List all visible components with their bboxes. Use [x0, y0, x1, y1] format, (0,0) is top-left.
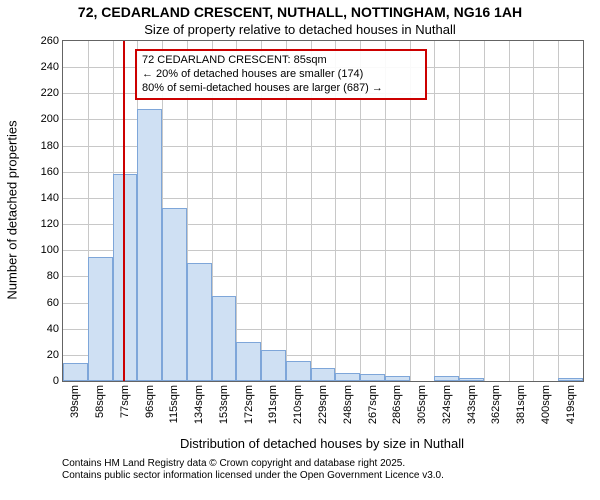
histogram-bar: [311, 368, 336, 381]
grid-line-v: [533, 41, 534, 381]
y-tick-label: 0: [53, 375, 59, 387]
x-tick-label: 400sqm: [540, 385, 552, 424]
histogram-bar: [187, 263, 212, 381]
y-tick-label: 160: [41, 166, 59, 178]
x-tick-label: 39sqm: [69, 385, 81, 418]
x-tick-label: 172sqm: [243, 385, 255, 424]
annotation-box: 72 CEDARLAND CRESCENT: 85sqm← 20% of det…: [135, 49, 427, 100]
x-tick-label: 58sqm: [94, 385, 106, 418]
x-tick-label: 115sqm: [168, 385, 180, 423]
grid-line-v: [558, 41, 559, 381]
grid-line-v: [459, 41, 460, 381]
histogram-bar: [88, 257, 113, 381]
x-axis-label: Distribution of detached houses by size …: [62, 436, 582, 451]
x-tick-label: 191sqm: [267, 385, 279, 424]
y-tick-label: 40: [47, 323, 59, 335]
histogram-bar: [162, 208, 187, 381]
histogram-bar: [558, 378, 583, 381]
attribution-line-1: Contains HM Land Registry data © Crown c…: [62, 458, 444, 470]
y-tick-label: 120: [41, 218, 59, 230]
x-tick-label: 324sqm: [441, 385, 453, 424]
attribution-line-2: Contains public sector information licen…: [62, 470, 444, 482]
x-tick-label: 305sqm: [416, 385, 428, 424]
histogram-bar: [335, 373, 360, 381]
x-tick-label: 96sqm: [144, 385, 156, 418]
histogram-bar: [286, 361, 311, 381]
title-main: 72, CEDARLAND CRESCENT, NUTHALL, NOTTING…: [0, 4, 600, 20]
histogram-bar: [212, 296, 237, 381]
marker-line: [123, 41, 125, 381]
y-tick-label: 260: [41, 35, 59, 47]
x-tick-label: 286sqm: [391, 385, 403, 424]
y-tick-label: 20: [47, 349, 59, 361]
y-tick-label: 140: [41, 192, 59, 204]
chart-container: 72, CEDARLAND CRESCENT, NUTHALL, NOTTING…: [0, 0, 600, 500]
annotation-line: 80% of semi-detached houses are larger (…: [142, 82, 420, 96]
title-sub: Size of property relative to detached ho…: [0, 22, 600, 37]
y-tick-label: 220: [41, 87, 59, 99]
x-tick-label: 267sqm: [367, 385, 379, 424]
plot-area: 02040608010012014016018020022024026039sq…: [62, 40, 584, 382]
grid-line-v: [484, 41, 485, 381]
histogram-bar: [459, 378, 484, 381]
histogram-bar: [236, 342, 261, 381]
histogram-bar: [63, 363, 88, 381]
y-tick-label: 180: [41, 140, 59, 152]
histogram-bar: [385, 376, 410, 381]
x-tick-label: 343sqm: [466, 385, 478, 424]
histogram-bar: [434, 376, 459, 381]
x-tick-label: 229sqm: [317, 385, 329, 424]
x-tick-label: 77sqm: [119, 385, 131, 418]
y-tick-label: 200: [41, 113, 59, 125]
y-tick-label: 240: [41, 61, 59, 73]
annotation-line: ← 20% of detached houses are smaller (17…: [142, 68, 420, 82]
histogram-bar: [360, 374, 385, 381]
y-tick-label: 100: [41, 244, 59, 256]
annotation-line: 72 CEDARLAND CRESCENT: 85sqm: [142, 54, 420, 68]
histogram-bar: [261, 350, 286, 381]
y-axis-label: Number of detached properties: [5, 120, 20, 299]
x-tick-label: 381sqm: [515, 385, 527, 424]
x-tick-label: 362sqm: [490, 385, 502, 424]
attribution: Contains HM Land Registry data © Crown c…: [62, 458, 444, 482]
x-tick-label: 248sqm: [342, 385, 354, 424]
grid-line-v: [434, 41, 435, 381]
grid-line-v: [509, 41, 510, 381]
histogram-bar: [137, 109, 162, 381]
x-tick-label: 134sqm: [193, 385, 205, 424]
y-tick-label: 60: [47, 297, 59, 309]
x-tick-label: 419sqm: [565, 385, 577, 424]
y-tick-label: 80: [47, 270, 59, 282]
x-tick-label: 153sqm: [218, 385, 230, 424]
x-tick-label: 210sqm: [292, 385, 304, 424]
